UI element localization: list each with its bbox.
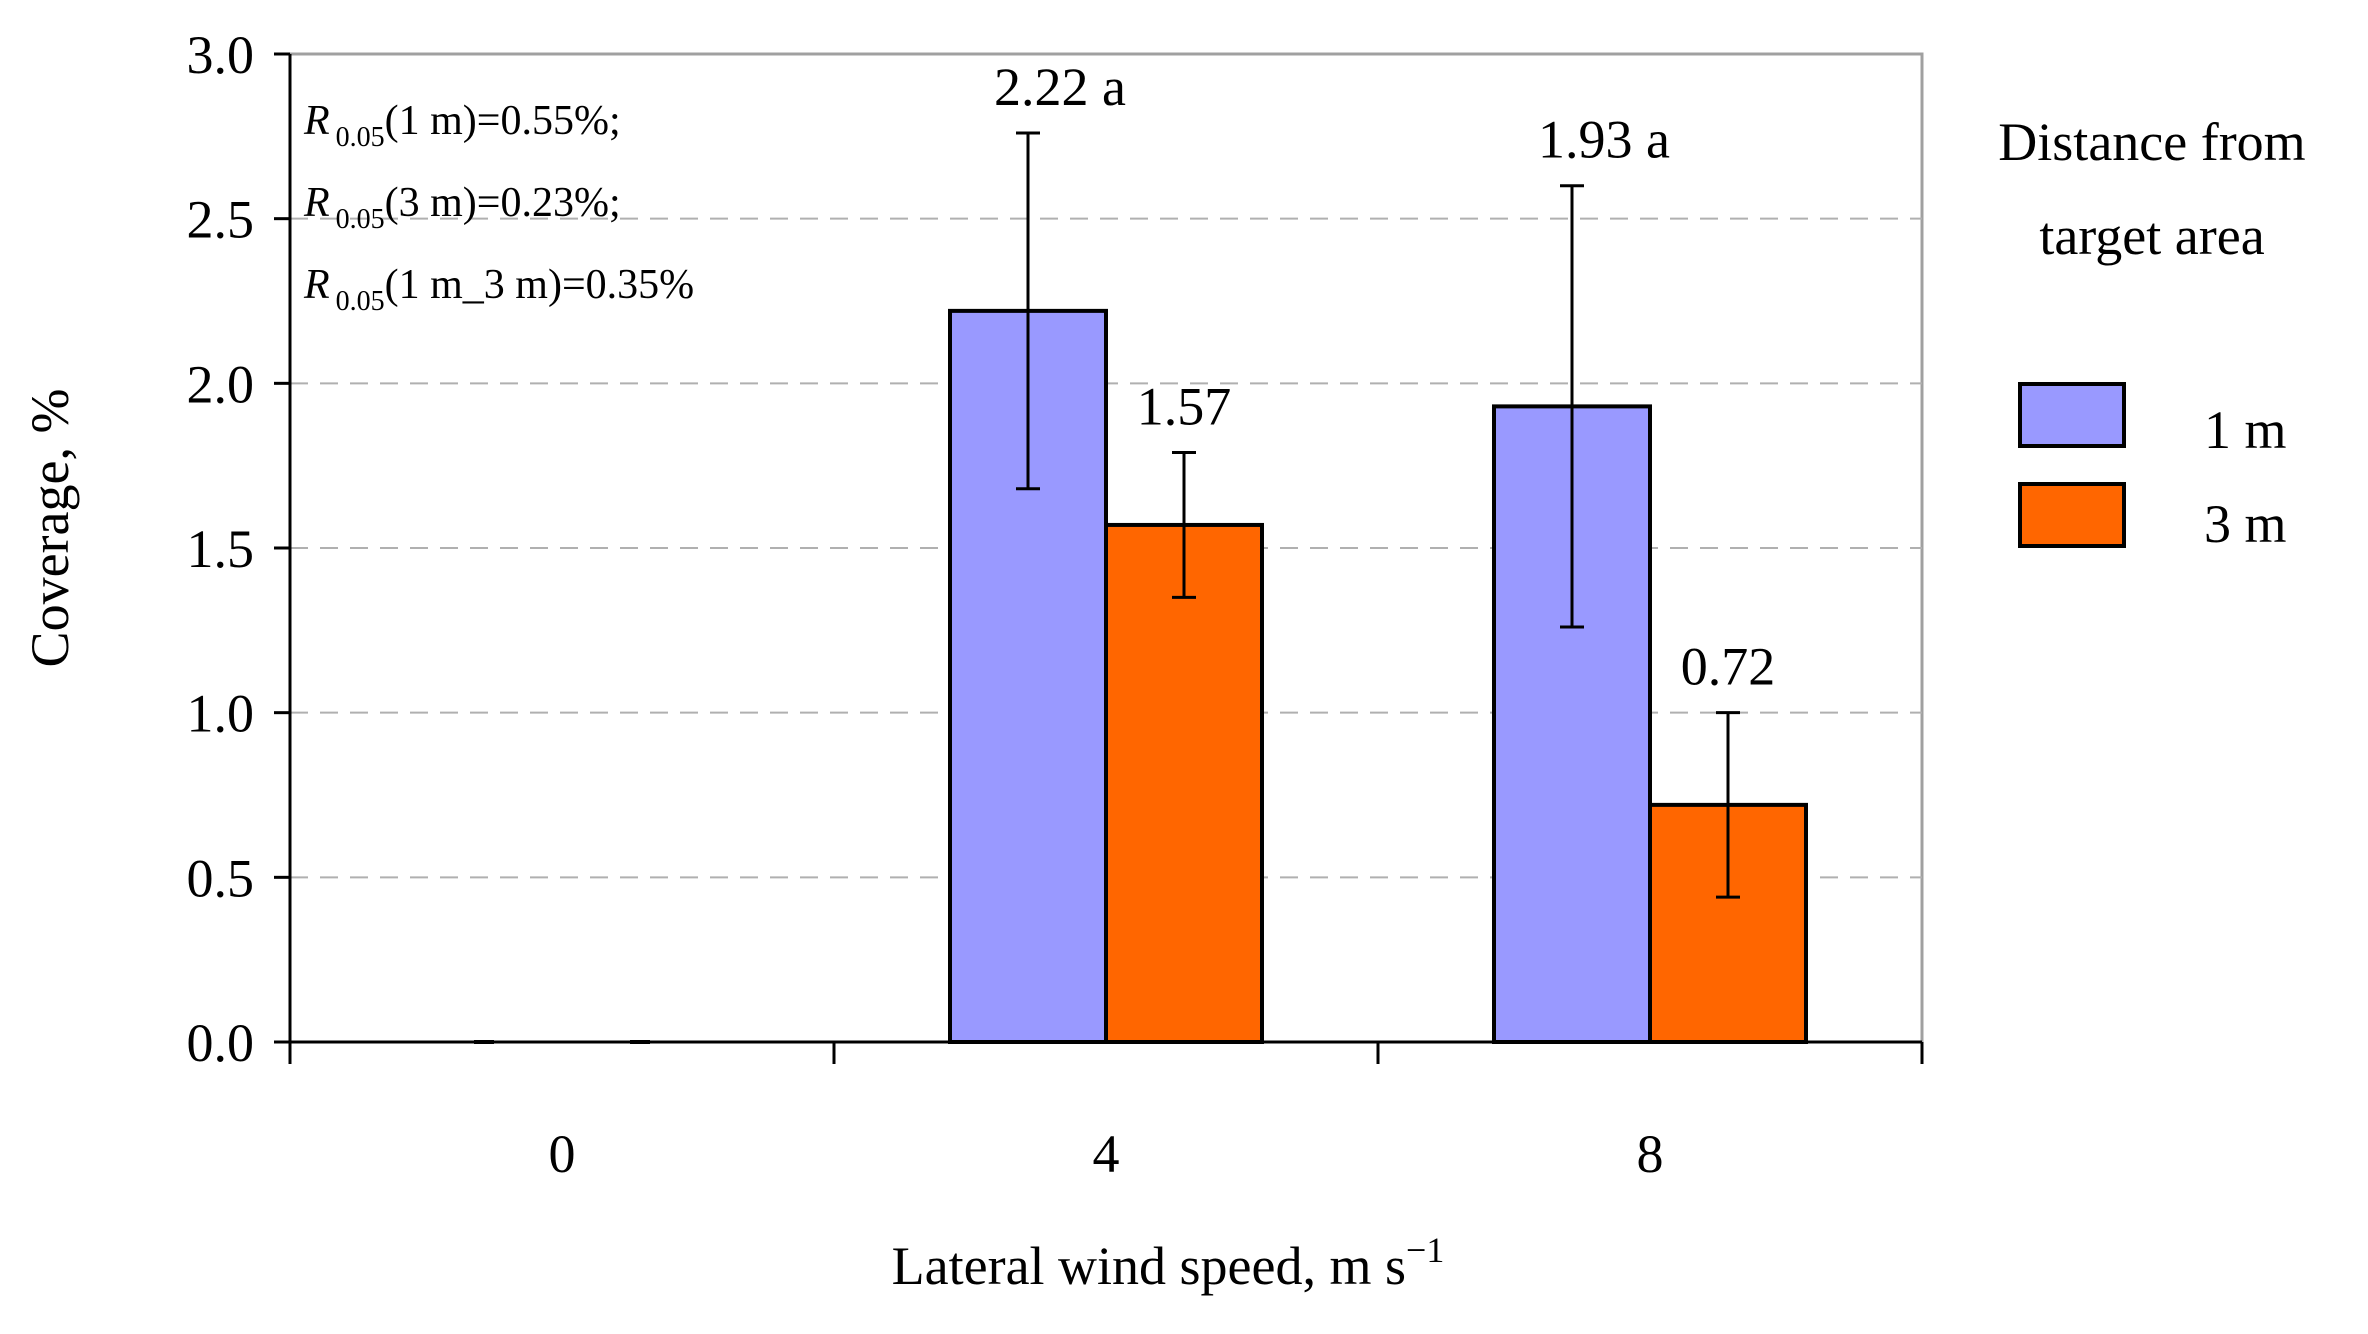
stat-note-text: (3 m)=0.23%; (385, 180, 621, 226)
data-label-1m-4: 2.22 a (994, 57, 1126, 117)
y-tick-label: 0.5 (187, 848, 255, 908)
x-axis-title: Lateral wind speed, m s−1 (892, 1230, 1445, 1296)
stat-note-text: (1 m)=0.55%; (385, 98, 621, 144)
data-label-3m-4: 1.57 (1137, 376, 1232, 436)
x-axis-title-superscript: −1 (1406, 1230, 1444, 1270)
data-label-1m-8: 1.93 a (1538, 110, 1670, 170)
bar-3m-4 (1104, 522, 1264, 1044)
stat-note-symbol: R (303, 98, 330, 144)
y-tick-label: 0.0 (187, 1013, 255, 1073)
legend-swatch-3m (2018, 482, 2126, 548)
axes: 0.0 0.5 1.0 1.5 2.0 2.5 3.0 0 4 8 (187, 25, 1924, 1184)
stat-note-symbol: R (303, 180, 330, 226)
y-tick-label: 2.0 (187, 354, 255, 414)
stat-note-text: (1 m_3 m)=0.35% (385, 262, 694, 308)
x-tick-label-0: 0 (549, 1124, 576, 1184)
legend-label-1m: 1 m (2204, 400, 2287, 460)
stat-note-subscript: 0.05 (336, 122, 385, 153)
y-tick-label: 1.5 (187, 519, 255, 579)
statistical-notes: R 0.05(1 m)=0.55%;R 0.05(3 m)=0.23%;R 0.05(… (303, 98, 694, 317)
labels: 2.22 a 1.57 1.93 a 0.72 (994, 57, 1775, 697)
stat-note-1: R 0.05(1 m)=0.55%; (303, 98, 621, 153)
x-axis-title-main: Lateral wind speed, m s (892, 1236, 1406, 1296)
stat-note-subscript: 0.05 (336, 204, 385, 235)
stat-note-2: R 0.05(3 m)=0.23%; (303, 180, 621, 235)
y-tick-label: 2.5 (187, 190, 255, 250)
x-tick-label-4: 4 (1093, 1124, 1120, 1184)
legend-title-line1: Distance from (1998, 112, 2305, 172)
stat-note-3: R 0.05(1 m_3 m)=0.35% (303, 262, 694, 317)
stat-note-symbol: R (303, 262, 330, 308)
x-tick-label-8: 8 (1637, 1124, 1664, 1184)
legend-title-line2: target area (2039, 206, 2264, 266)
data-label-3m-8: 0.72 (1681, 637, 1776, 697)
legend: Distance from target area 1 m 3 m (1998, 112, 2305, 554)
stat-note-subscript: 0.05 (336, 286, 385, 317)
legend-label-3m: 3 m (2204, 494, 2287, 554)
y-tick-label: 3.0 (187, 25, 255, 85)
y-axis-title: Coverage, % (20, 389, 80, 668)
legend-swatch-1m (2018, 382, 2126, 448)
y-tick-label: 1.0 (187, 684, 255, 744)
